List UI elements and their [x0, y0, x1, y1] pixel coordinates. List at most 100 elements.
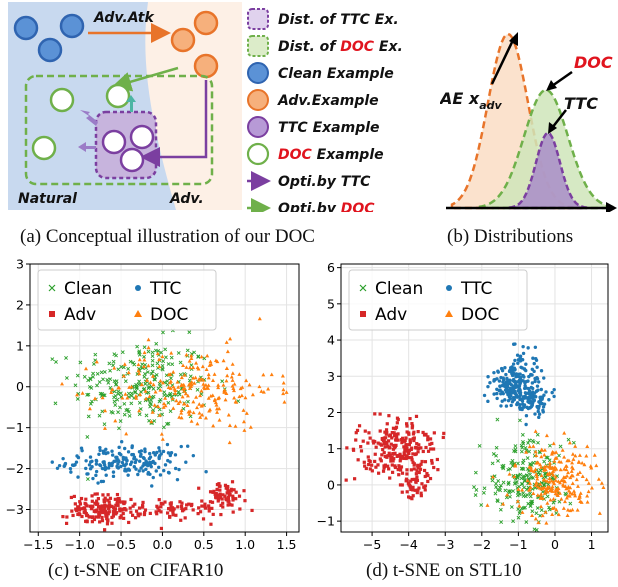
adv-point — [210, 500, 215, 504]
ttc-point — [128, 462, 133, 467]
ttc-point — [151, 475, 155, 480]
doc-point — [573, 444, 578, 448]
ttc-point — [541, 408, 545, 413]
doc-point — [208, 359, 213, 364]
doc-point — [524, 450, 529, 454]
doc-point — [211, 378, 216, 382]
clean-point — [186, 399, 190, 404]
doc-point — [540, 448, 545, 452]
clean-point — [120, 350, 125, 355]
doc-point — [205, 385, 210, 390]
adv-point — [101, 505, 105, 509]
doc-point — [573, 453, 578, 458]
doc-point — [181, 363, 186, 368]
clean-point — [547, 507, 552, 512]
doc-point — [103, 408, 108, 413]
ttc-point — [550, 390, 554, 395]
doc-point — [93, 396, 98, 401]
doc-point — [221, 382, 226, 387]
ttc-point — [521, 344, 525, 349]
adv-point — [203, 506, 208, 510]
ttc-point — [524, 422, 528, 427]
adv-point — [180, 506, 184, 511]
y-tick-label: 4 — [327, 333, 335, 348]
clean-point — [102, 393, 107, 398]
adv-point — [391, 452, 395, 456]
ttc-point — [154, 469, 158, 473]
doc-point — [568, 475, 573, 480]
adv-point — [425, 471, 429, 476]
clean-point — [85, 392, 90, 397]
adv-point — [383, 445, 387, 449]
adv-point — [112, 511, 116, 515]
doc-point — [552, 459, 557, 463]
clean-point — [503, 488, 508, 493]
clean-point — [100, 409, 105, 414]
doc-point — [160, 380, 165, 385]
adv-point — [396, 438, 400, 442]
adv-point — [226, 503, 230, 507]
adv-point — [227, 493, 231, 497]
doc-point — [87, 406, 92, 411]
adv-point — [356, 458, 360, 462]
ttc-point — [518, 397, 522, 402]
ttc-point — [552, 394, 556, 399]
ttc-example-marker — [101, 129, 127, 155]
clean-point — [525, 456, 530, 460]
doc-point — [257, 316, 262, 321]
doc-point — [578, 499, 583, 504]
clean-point — [150, 369, 155, 374]
doc-point — [126, 370, 131, 375]
clean-point — [525, 473, 529, 478]
doc-point — [564, 495, 569, 500]
ttc-point — [163, 463, 168, 467]
clean-point — [496, 458, 500, 463]
clean-point — [169, 376, 173, 381]
adv-point — [207, 504, 211, 508]
adv-point — [84, 497, 88, 501]
ttc-distribution-curve — [508, 131, 588, 210]
ttc-point — [521, 395, 525, 399]
clean-point — [557, 499, 562, 504]
legend-label-part: TTC — [340, 12, 370, 28]
adv-point — [398, 483, 403, 487]
clean-point — [139, 389, 143, 394]
doc-point — [180, 394, 185, 399]
adv-point — [378, 442, 382, 446]
adv-point — [380, 437, 384, 441]
adv-point — [354, 438, 358, 442]
doc-point — [281, 387, 286, 392]
clean-point — [513, 481, 518, 485]
doc-point — [185, 403, 190, 408]
adv-point — [412, 467, 416, 471]
doc-point — [539, 492, 544, 496]
ttc-point — [91, 476, 95, 481]
clean-point — [571, 440, 576, 445]
doc-point — [565, 507, 570, 512]
doc-point — [566, 488, 571, 493]
doc-point — [232, 395, 237, 400]
doc-example-marker — [105, 83, 131, 109]
ttc-point — [502, 383, 506, 387]
adv-point — [77, 508, 82, 512]
adv-point — [367, 462, 371, 467]
doc-point — [549, 451, 554, 456]
doc-point — [542, 448, 547, 452]
doc-point — [139, 382, 144, 387]
adv-point — [97, 505, 101, 509]
ttc-point — [132, 455, 137, 459]
ttc-point — [533, 379, 537, 384]
legend-label: DOC — [461, 305, 499, 325]
doc-point — [233, 399, 238, 404]
adv-point — [85, 519, 89, 523]
adv-point — [411, 437, 415, 441]
doc-point — [197, 378, 202, 382]
ttc-point — [492, 392, 496, 396]
clean-point — [116, 389, 121, 394]
doc-point — [133, 394, 138, 398]
x-tick-label: 0.0 — [152, 537, 172, 552]
ttc-point — [495, 391, 499, 396]
clean-point — [161, 330, 165, 335]
adv-point — [87, 515, 92, 519]
adv-point — [117, 499, 121, 503]
